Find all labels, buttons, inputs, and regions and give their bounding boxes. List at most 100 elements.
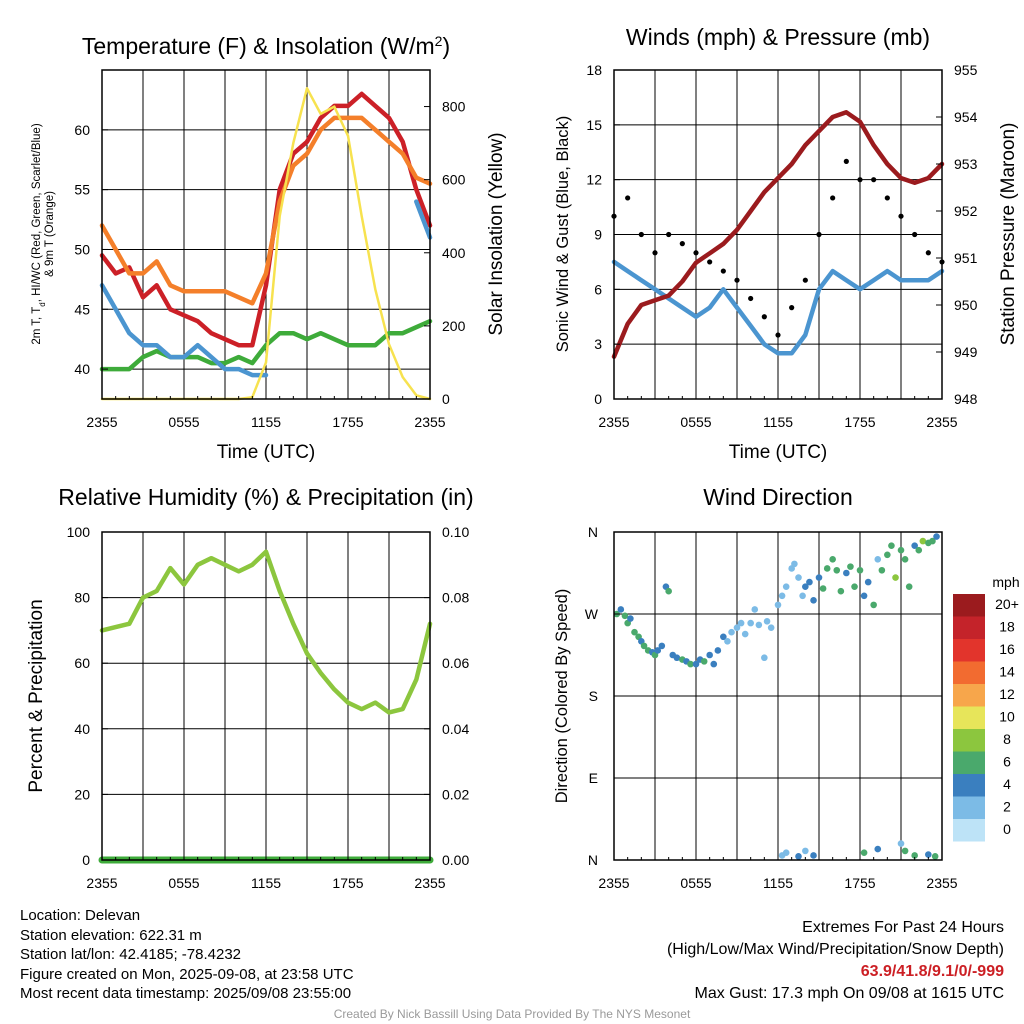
direction-point: [874, 845, 882, 853]
x-tick-label: 1155: [763, 414, 793, 430]
direction-point: [878, 566, 886, 574]
x-tick-label: 1755: [844, 875, 875, 891]
direction-point: [847, 563, 854, 570]
gust-point: [625, 195, 631, 201]
direction-point: [851, 583, 858, 590]
direction-point: [823, 565, 831, 572]
direction-point: [737, 619, 745, 627]
x-tick-label: 2355: [86, 875, 117, 891]
winds-ylabel: Sonic Wind & Gust (Blue, Black): [554, 116, 572, 353]
y-tick-label: 40: [74, 721, 90, 737]
direction-point: [870, 601, 877, 609]
direction-point: [692, 660, 700, 668]
colorbar-swatch: [953, 729, 985, 752]
colorbar-label: 12: [999, 686, 1015, 702]
y2-tick-label: 952: [954, 203, 978, 219]
direction-point: [658, 642, 666, 650]
winds-panel: Winds (mph) & Pressure (mb) Sonic Wind &…: [554, 24, 1019, 463]
direction-point: [700, 658, 708, 665]
winds-title: Winds (mph) & Pressure (mb): [626, 24, 930, 50]
direction-point: [888, 542, 895, 549]
direction-point: [799, 592, 806, 600]
gust-point: [666, 231, 672, 238]
gust-point: [652, 250, 658, 256]
gust-point: [843, 158, 849, 164]
colorbar-label: 18: [999, 619, 1015, 635]
humidity-panel: Relative Humidity (%) & Precipitation (i…: [26, 484, 474, 891]
colorbar-swatch: [953, 616, 985, 639]
direction-point: [761, 654, 768, 662]
extremes-subtitle: (High/Low/Max Wind/Precipitation/Snow De…: [666, 941, 1004, 958]
direction-point: [755, 621, 763, 629]
direction-point: [631, 628, 638, 636]
extremes-title: Extremes For Past 24 Hours: [802, 919, 1004, 936]
y2-tick-label: 949: [954, 344, 978, 360]
y-tick-label: 6: [594, 281, 602, 297]
direction-point: [892, 574, 899, 581]
direction-point: [911, 542, 918, 549]
direction-point: [687, 660, 694, 668]
gust-point: [912, 231, 918, 238]
series-line: [611, 259, 945, 356]
y-tick-label: S: [589, 688, 598, 704]
direction-point: [901, 556, 909, 563]
gust-point: [693, 250, 699, 256]
series-line: [99, 318, 433, 372]
direction-point: [747, 619, 754, 627]
y-tick-label: 18: [586, 62, 602, 78]
direction-point: [929, 537, 936, 545]
y-tick-label: 20: [74, 786, 90, 802]
colorbar-swatch: [953, 684, 985, 707]
x-tick-label: 0555: [168, 414, 199, 430]
direction-point: [617, 606, 625, 613]
direction-point: [860, 849, 868, 857]
y2-tick-label: 954: [954, 109, 978, 125]
gust-point: [720, 268, 726, 274]
y2-tick-label: 600: [442, 172, 466, 188]
gust-point: [816, 231, 822, 238]
y2-tick-label: 0.06: [442, 655, 469, 671]
direction-point: [795, 853, 802, 860]
y-tick-label: 15: [586, 117, 602, 133]
colorbar-label: 14: [999, 664, 1015, 680]
gust-point: [789, 305, 795, 311]
y-tick-label: 12: [586, 172, 602, 188]
direction-point: [819, 585, 827, 592]
series-line: [99, 549, 433, 715]
direction-point: [724, 638, 731, 645]
gust-point: [707, 259, 713, 265]
direction-point: [782, 583, 790, 590]
humidity-ylabel: Percent & Precipitation: [26, 599, 47, 792]
y-tick-label: E: [589, 770, 598, 786]
direction-point: [627, 615, 634, 622]
y2-tick-label: 0.00: [442, 852, 469, 868]
gust-point: [775, 332, 781, 338]
colorbar-swatch: [953, 639, 985, 662]
direction-point: [933, 533, 940, 540]
y-tick-label: 100: [67, 524, 91, 540]
x-tick-label: 1755: [844, 414, 875, 430]
direction-point: [874, 556, 882, 563]
colorbar-label: 2: [1003, 799, 1011, 815]
y-tick-label: 60: [74, 122, 90, 138]
direction-point: [751, 606, 759, 613]
colorbar-unit: mph: [992, 574, 1019, 590]
extremes-max-gust: Max Gust: 17.3 mph On 09/08 at 1615 UTC: [694, 985, 1005, 1002]
colorbar-swatch: [953, 594, 985, 617]
x-tick-label: 1155: [763, 875, 793, 891]
direction-point: [706, 651, 713, 659]
y2-tick-label: 200: [442, 318, 466, 334]
direction-point: [774, 601, 782, 609]
direction-point: [829, 556, 836, 563]
temperature-xlabel: Time (UTC): [217, 442, 316, 463]
colorbar-label: 16: [999, 641, 1015, 657]
gust-point: [748, 295, 754, 302]
speed-colorbar: mph 20+ 18 16 14 12 10 8 6 4 2 0: [953, 574, 1020, 842]
gust-point: [830, 195, 836, 201]
x-tick-label: 2355: [926, 875, 957, 891]
direction-point: [884, 551, 891, 559]
direction-point: [791, 560, 798, 568]
y-tick-label: 60: [74, 655, 90, 671]
humidity-title: Relative Humidity (%) & Precipitation (i…: [58, 484, 473, 510]
y2-tick-label: 953: [954, 156, 978, 172]
